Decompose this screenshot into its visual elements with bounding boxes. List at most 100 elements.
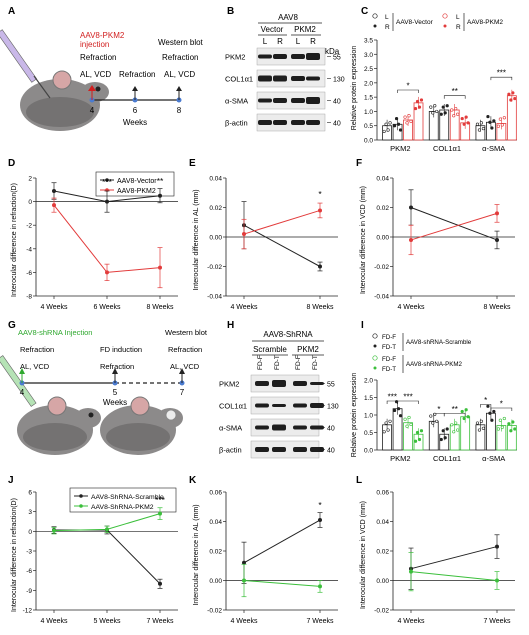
y-tick-label: -0.02 bbox=[374, 264, 389, 271]
data-point bbox=[486, 114, 490, 119]
data-point bbox=[386, 428, 390, 432]
blot-band bbox=[291, 98, 305, 103]
x-tick-label: 4 Weeks bbox=[40, 618, 68, 625]
data-point bbox=[445, 427, 449, 431]
blot-band bbox=[293, 425, 307, 430]
blot-band bbox=[273, 98, 287, 103]
data-point bbox=[429, 414, 433, 418]
y-tick-label: 0.06 bbox=[376, 490, 389, 497]
data-point bbox=[405, 121, 409, 125]
al-vcd-right-g: AL, VCD bbox=[170, 362, 200, 371]
tick-6-a: 6 bbox=[133, 106, 138, 115]
blot-protein-label: β-actin bbox=[219, 446, 242, 455]
y-tick-label: 1.5 bbox=[364, 395, 373, 402]
y-tick-label: -12 bbox=[23, 608, 33, 615]
data-point bbox=[450, 108, 454, 112]
blot-band bbox=[255, 447, 269, 452]
blot-band bbox=[293, 381, 307, 386]
data-point bbox=[396, 122, 401, 126]
mouse-illustration bbox=[0, 29, 109, 131]
sig-marker: *** bbox=[155, 495, 166, 505]
y-tick-label: 3.0 bbox=[364, 52, 373, 59]
blot-title-h: AAV8-ShRNA bbox=[263, 330, 313, 339]
sig-marker: ** bbox=[452, 405, 458, 414]
panel-label-d: D bbox=[8, 158, 15, 169]
refraction-left-g: Refraction bbox=[20, 345, 54, 354]
y-tick-label: 0.06 bbox=[209, 490, 222, 497]
data-point bbox=[488, 411, 492, 415]
y-tick-label: -9 bbox=[26, 588, 32, 595]
data-point bbox=[431, 111, 435, 115]
data-point bbox=[454, 106, 458, 111]
blot-marker-label: 40 bbox=[333, 121, 341, 128]
data-point bbox=[443, 111, 447, 115]
data-point bbox=[242, 560, 246, 565]
y-tick-label: 0.02 bbox=[209, 205, 222, 212]
series-line bbox=[243, 519, 321, 564]
lane-2-b: R bbox=[277, 37, 283, 46]
legend-d-vector: AAV8-Vector bbox=[117, 178, 157, 185]
lane-1-h: FD-F bbox=[257, 355, 264, 370]
legend-c-r1: R bbox=[385, 24, 390, 31]
blot-protein-label: β-actin bbox=[225, 119, 248, 128]
data-point bbox=[495, 211, 499, 216]
tick-4-a: 4 bbox=[90, 106, 95, 115]
blot-band bbox=[272, 380, 286, 387]
data-point bbox=[495, 237, 499, 242]
kda-b: kDa bbox=[325, 47, 340, 56]
blot-band bbox=[272, 447, 286, 452]
data-point bbox=[456, 112, 460, 116]
data-point bbox=[488, 120, 492, 124]
lane-3-h: FD-F bbox=[295, 355, 302, 370]
y-tick-label: 0.04 bbox=[376, 519, 389, 526]
blot-marker-label: 40 bbox=[327, 426, 335, 433]
blot-marker-label: 130 bbox=[333, 77, 345, 84]
data-point bbox=[496, 427, 501, 431]
y-tick-label: 1.5 bbox=[364, 95, 373, 102]
data-point bbox=[384, 421, 388, 425]
data-point bbox=[452, 114, 456, 118]
x-tick-label: 4 Weeks bbox=[230, 618, 258, 625]
blot-band bbox=[291, 76, 305, 81]
panel-g: AAV8-shRNA Injection Refraction AL, VCD … bbox=[0, 328, 208, 455]
data-point bbox=[409, 119, 413, 124]
timeline-a bbox=[88, 85, 182, 103]
panel-label-b: B bbox=[227, 6, 234, 17]
legend-c-l2: L bbox=[456, 14, 460, 21]
y-tick-label: 2 bbox=[28, 176, 32, 183]
panel-label-e: E bbox=[189, 158, 196, 169]
y-tick-label: 0.0 bbox=[364, 138, 373, 145]
blot-marker-label: 40 bbox=[333, 99, 341, 106]
lane-4-b: R bbox=[310, 37, 316, 46]
data-point bbox=[513, 96, 517, 101]
data-point bbox=[158, 511, 162, 516]
x-category-label: COL1α1 bbox=[433, 454, 461, 463]
panel-e: Interocular difference in AL (mm) 0.04 0.… bbox=[193, 176, 338, 311]
data-point bbox=[318, 518, 322, 523]
data-point bbox=[318, 208, 322, 213]
data-point bbox=[384, 122, 388, 126]
data-point bbox=[509, 98, 513, 102]
y-tick-label: 0.00 bbox=[376, 235, 389, 242]
data-point bbox=[386, 128, 390, 132]
data-point bbox=[490, 418, 494, 422]
legend-i-fdf1: FD-F bbox=[382, 334, 396, 341]
series-line bbox=[410, 212, 498, 241]
data-point bbox=[481, 426, 485, 430]
y-tick-label: -0.02 bbox=[207, 608, 222, 615]
data-point bbox=[242, 578, 246, 583]
western-g: Western blot bbox=[165, 328, 208, 337]
legend-i: FD-F FD-T AAV8-shRNA-Scramble FD-F FD-T … bbox=[372, 333, 472, 373]
data-point bbox=[52, 203, 56, 208]
western-a: Western blot bbox=[158, 38, 204, 47]
x-category-label: PKM2 bbox=[390, 144, 410, 153]
sig-marker: * bbox=[500, 400, 503, 409]
legend-i-fdf2: FD-F bbox=[382, 356, 396, 363]
y-tick-label: -2 bbox=[26, 223, 32, 230]
data-point bbox=[462, 122, 466, 126]
data-point bbox=[509, 429, 513, 433]
data-point bbox=[464, 115, 468, 119]
legend-i-fdt1: FD-T bbox=[382, 344, 396, 351]
blot-band bbox=[273, 120, 287, 125]
